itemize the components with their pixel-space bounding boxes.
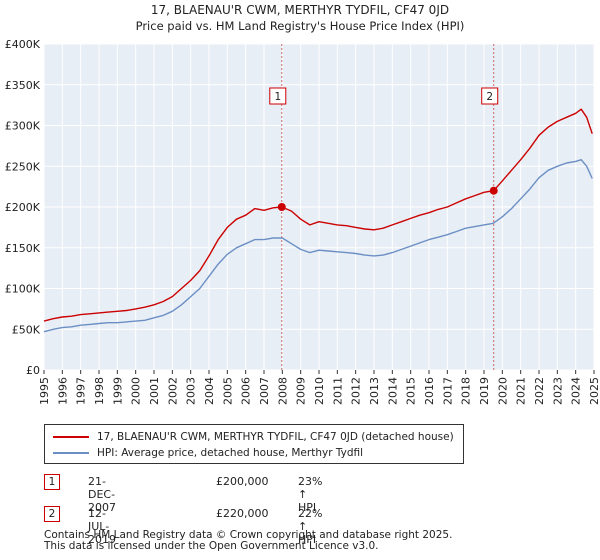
legend-label-property: 17, BLAENAU'R CWM, MERTHYR TYDFIL, CF47 …	[97, 431, 454, 443]
footer-attribution: Contains HM Land Registry data © Crown c…	[44, 530, 452, 552]
x-tick-label: 2022	[533, 377, 546, 405]
legend-swatch-blue	[53, 452, 89, 454]
footer-line-1: Contains HM Land Registry data © Crown c…	[44, 529, 453, 541]
footer-line-2: This data is licensed under the Open Gov…	[44, 540, 379, 552]
x-tick-label: 1998	[93, 377, 106, 405]
x-tick-label: 2011	[331, 377, 344, 405]
y-tick-label: £150K	[5, 242, 41, 255]
x-tick-label: 2016	[423, 377, 436, 405]
x-tick-label: 2023	[551, 377, 564, 405]
y-tick-label: £400K	[5, 38, 41, 51]
x-tick-label: 2001	[148, 377, 161, 405]
x-tick-label: 2010	[313, 377, 326, 405]
y-tick-label: £100K	[5, 283, 41, 296]
x-tick-label: 2005	[221, 377, 234, 405]
sale-price: £220,000	[216, 507, 269, 520]
x-tick-label: 2006	[240, 377, 253, 405]
x-tick-label: 2018	[460, 377, 473, 405]
x-tick-label: 2004	[203, 377, 216, 405]
x-tick-label: 1996	[56, 377, 69, 405]
x-tick-label: 2020	[496, 377, 509, 405]
y-tick-label: £250K	[5, 160, 41, 173]
sale-marker-badge: 2	[44, 506, 60, 522]
x-tick-label: 1999	[111, 377, 124, 405]
y-tick-label: £0	[26, 364, 40, 377]
chart-subtitle: Price paid vs. HM Land Registry's House …	[136, 19, 465, 33]
x-tick-label: 2003	[185, 377, 198, 405]
x-tick-label: 2007	[258, 377, 271, 405]
y-axis-ticks: £0 £50K £100K £150K £200K £250K £300K £350K £400…	[5, 38, 41, 377]
series-line	[43, 158, 593, 333]
y-tick-label: £350K	[5, 79, 41, 92]
sale-hpi-change: 23% ↑ HPI	[298, 475, 323, 514]
sale-date: 21-DEC-2007	[88, 475, 116, 514]
x-tick-label: 2025	[588, 377, 600, 405]
y-tick-label: £50K	[12, 323, 41, 336]
legend: 17, BLAENAU'R CWM, MERTHYR TYDFIL, CF47 …	[44, 424, 464, 464]
x-tick-label: 1995	[38, 377, 51, 405]
legend-label-hpi: HPI: Average price, detached house, Mert…	[97, 447, 364, 459]
x-tick-label: 2024	[570, 377, 583, 405]
sale-markers	[277, 186, 498, 211]
x-tick-label: 2008	[276, 377, 289, 405]
x-tick-label: 2017	[441, 377, 454, 405]
sale-marker-badge: 1	[44, 474, 60, 490]
x-tick-label: 2000	[130, 377, 143, 405]
sale-point	[489, 186, 498, 195]
x-tick-label: 2019	[478, 377, 491, 405]
sale-hpi-change: 22% ↑ HPI	[298, 507, 323, 546]
chart-title: 17, BLAENAU'R CWM, MERTHYR TYDFIL, CF47 …	[151, 3, 449, 17]
series-lines	[43, 108, 593, 333]
y-tick-label: £300K	[5, 120, 41, 133]
sale-date: 12-JUL-2019	[88, 507, 116, 546]
x-tick-label: 2015	[405, 377, 418, 405]
x-tick-label: 2012	[350, 377, 363, 405]
legend-item-property: 17, BLAENAU'R CWM, MERTHYR TYDFIL, CF47 …	[53, 429, 454, 445]
sale-price: £200,000	[216, 475, 269, 488]
sale-label-text: 1	[274, 91, 281, 103]
x-axis-ticks: 1995 1996 1997 1998 1999 2000 2001 2002 2003 2004…	[38, 370, 600, 405]
sale-label-box	[269, 87, 287, 105]
x-tick-label: 2009	[295, 377, 308, 405]
series-line	[43, 108, 593, 322]
legend-swatch-red	[53, 436, 89, 438]
legend-item-hpi: HPI: Average price, detached house, Mert…	[53, 445, 363, 461]
x-tick-label: 2013	[368, 377, 381, 405]
x-tick-label: 2014	[386, 377, 399, 405]
y-tick-label: £200K	[5, 201, 41, 214]
x-tick-label: 2002	[166, 377, 179, 405]
sale-label-box	[481, 87, 499, 105]
sale-label-text: 2	[486, 91, 493, 103]
x-tick-label: 2021	[515, 377, 528, 405]
sale-point	[277, 203, 286, 211]
x-tick-label: 1997	[75, 377, 88, 405]
